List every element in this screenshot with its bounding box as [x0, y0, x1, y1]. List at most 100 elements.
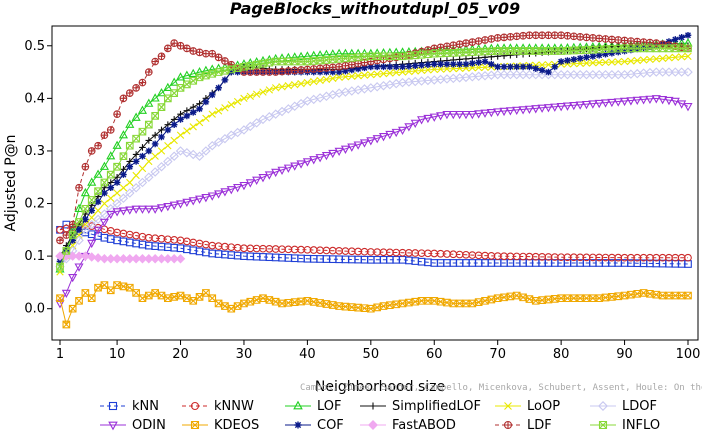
- legend-item-inflo: INFLO: [590, 418, 660, 433]
- legend-label-knn: kNN: [132, 399, 159, 414]
- data-point-cof: [101, 189, 108, 197]
- data-point-loop: [348, 72, 356, 80]
- y-tick-label: 0.4: [24, 91, 45, 106]
- data-point-kdeos: [500, 293, 508, 302]
- data-point-loop: [620, 57, 629, 66]
- data-point-odin: [645, 95, 655, 104]
- data-point-lof: [201, 65, 211, 74]
- data-point-ldf: [328, 63, 337, 72]
- legend-label-ldf: LDF: [527, 418, 552, 433]
- data-point-odin: [61, 289, 71, 299]
- data-point-fastabod: [86, 252, 97, 262]
- data-point-kdeos: [157, 291, 166, 300]
- data-point-odin: [664, 96, 674, 106]
- data-point-kdeos: [265, 296, 274, 304]
- data-point-kdeos: [386, 301, 394, 310]
- data-point-lof: [214, 63, 224, 72]
- data-point-odin: [480, 109, 490, 118]
- data-point-loop: [386, 69, 394, 77]
- data-point-loop: [373, 70, 381, 78]
- data-point-odin: [410, 119, 420, 129]
- data-point-odin: [581, 100, 592, 110]
- data-point-ldof: [239, 125, 249, 135]
- data-point-kdeos: [233, 302, 242, 310]
- legend-label-fastabod: FastABOD: [392, 418, 456, 433]
- data-point-loop: [633, 56, 641, 65]
- data-point-odin: [493, 108, 503, 117]
- data-point-loop: [170, 136, 178, 145]
- data-point-lof: [175, 72, 186, 81]
- data-point-cof: [367, 63, 375, 71]
- legend-item-fastabod: FastABOD: [360, 418, 456, 433]
- data-point-odin: [683, 103, 693, 112]
- data-point-lof: [87, 177, 97, 186]
- data-point-loop: [94, 206, 102, 215]
- data-point-fastabod: [175, 254, 186, 264]
- data-point-ldf: [576, 33, 585, 41]
- data-point-odin: [639, 96, 649, 105]
- data-point-loop: [436, 65, 445, 73]
- legend-marker-fastabod: [368, 420, 378, 430]
- data-point-inflo: [252, 60, 261, 69]
- data-point-kdeos: [405, 298, 413, 307]
- data-point-fastabod: [169, 254, 179, 264]
- data-point-simplifiedlof: [132, 151, 140, 158]
- data-point-odin: [588, 100, 598, 109]
- data-point-kdeos: [163, 294, 172, 303]
- data-point-kdeos: [151, 289, 160, 297]
- data-point-odin: [366, 137, 376, 146]
- legend-marker-ldof: [598, 401, 608, 411]
- data-point-lof: [315, 50, 325, 59]
- data-point-loop: [411, 67, 419, 75]
- y-tick-label: 0.5: [24, 39, 45, 54]
- data-point-loop: [322, 75, 331, 84]
- data-point-inflo: [195, 73, 204, 82]
- data-point-inflo: [240, 62, 248, 71]
- data-point-inflo: [87, 196, 96, 204]
- data-point-ldf: [75, 183, 83, 192]
- data-point-loop: [164, 142, 172, 150]
- data-point-ldof: [112, 198, 122, 209]
- data-point-loop: [126, 178, 134, 187]
- legend-item-ldof: LDOF: [590, 399, 657, 414]
- data-point-ldf: [265, 68, 274, 76]
- data-point-cof: [373, 63, 381, 71]
- data-point-ldof: [74, 235, 84, 246]
- data-point-odin: [550, 103, 560, 112]
- data-point-fastabod: [106, 254, 116, 264]
- data-point-loop: [639, 56, 648, 64]
- data-point-kdeos: [208, 294, 217, 303]
- data-point-lof: [150, 93, 160, 102]
- data-point-kdeos: [297, 297, 305, 306]
- data-point-fastabod: [112, 254, 122, 264]
- data-point-odin: [442, 110, 452, 120]
- data-point-loop: [367, 71, 375, 79]
- data-point-loop: [138, 164, 147, 173]
- data-point-kdeos: [538, 296, 546, 305]
- data-point-loop: [360, 71, 369, 79]
- x-tick-label: 50: [363, 347, 380, 362]
- data-point-simplifiedlof: [507, 51, 514, 59]
- series-line-cof: [59, 34, 689, 262]
- data-point-kdeos: [87, 294, 96, 303]
- data-point-odin: [315, 154, 325, 163]
- data-point-lof: [99, 161, 109, 170]
- data-point-ldf: [246, 68, 255, 76]
- data-point-kdeos: [195, 293, 204, 301]
- data-point-simplifiedlof: [158, 126, 165, 134]
- data-point-ldf: [163, 44, 172, 53]
- data-point-loop: [589, 59, 597, 67]
- data-point-cof: [576, 55, 584, 62]
- data-point-lof: [334, 48, 344, 57]
- data-point-ldof: [296, 98, 306, 109]
- data-point-odin: [505, 107, 515, 116]
- data-point-lof: [309, 50, 319, 59]
- data-point-ldf: [474, 37, 483, 45]
- data-point-ldof: [86, 219, 97, 230]
- data-point-kdeos: [468, 299, 477, 308]
- data-point-cof: [621, 47, 628, 55]
- series-cof: [56, 31, 692, 265]
- data-point-loop: [354, 72, 362, 80]
- data-point-ldof: [550, 69, 560, 80]
